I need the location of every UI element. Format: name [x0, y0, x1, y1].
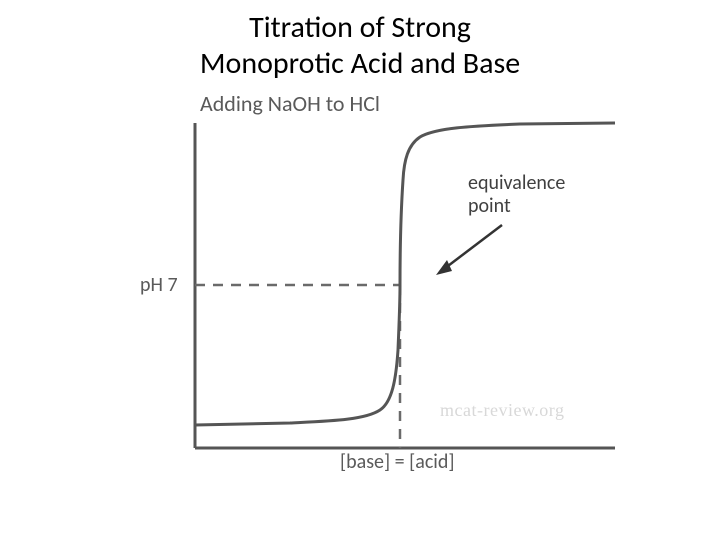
page-title: Titration of Strong Monoprotic Acid and …	[0, 10, 720, 82]
title-line-2: Monoprotic Acid and Base	[200, 45, 520, 82]
equivalence-arrow	[436, 225, 502, 275]
title-line-1: Titration of Strong	[249, 9, 471, 46]
annotation-line-2: point	[468, 194, 511, 218]
equivalence-annotation: equivalence point	[468, 172, 565, 218]
titration-chart: Adding NaOH to HCl pH 7 [base] = [acid] …	[140, 90, 620, 470]
y-tick-label: pH 7	[140, 273, 178, 297]
titration-curve	[195, 123, 615, 425]
watermark-text: mcat-review.org	[440, 400, 564, 421]
annotation-line-1: equivalence	[468, 171, 565, 195]
x-tick-label: [base] = [acid]	[340, 450, 455, 474]
